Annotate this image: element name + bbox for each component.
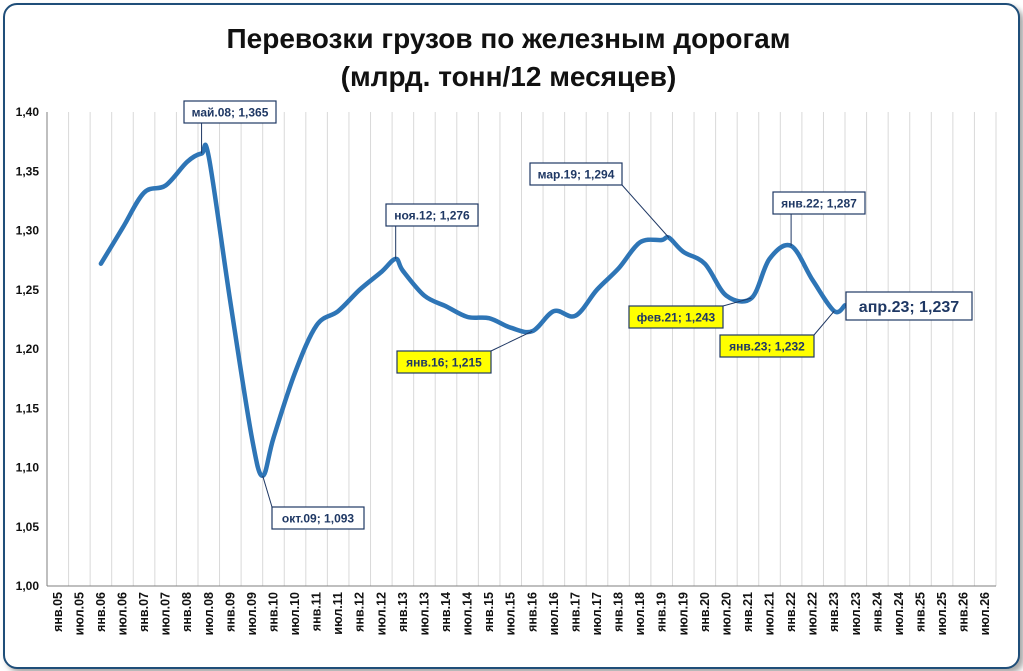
annotation-box xyxy=(628,305,724,329)
y-tick-label: 1,25 xyxy=(16,283,40,297)
x-tick-label: янв.07 xyxy=(137,592,151,632)
annotation-label: янв.16; 1,215 xyxy=(406,355,482,369)
chart-title: Перевозки грузов по железным дорогам (мл… xyxy=(0,20,1017,96)
x-tick-label: июл.06 xyxy=(115,592,129,635)
x-tick-label: июл.13 xyxy=(417,592,431,635)
series-line xyxy=(98,142,848,479)
annotations: май.08; 1,365 окт.09; 1,093 ноя.12; 1,276 я… xyxy=(183,100,973,530)
annotation-callout: ноя.12; 1,276 xyxy=(385,203,479,259)
x-tick-label: июл.26 xyxy=(978,592,992,635)
annotation-leader xyxy=(722,297,752,307)
annotation-leader xyxy=(813,310,835,336)
x-tick-label: янв.25 xyxy=(914,592,928,632)
x-tick-label: янв.05 xyxy=(51,592,65,632)
annotation-label: окт.09; 1,093 xyxy=(282,511,355,525)
x-tick-label: янв.14 xyxy=(439,592,453,632)
grid-lines xyxy=(46,112,997,586)
x-tick-label: июл.22 xyxy=(806,592,820,635)
annotation-box xyxy=(845,291,973,321)
annotation-leader xyxy=(621,184,670,238)
y-tick-label: 1,15 xyxy=(16,401,40,415)
x-tick-label: июл.16 xyxy=(547,592,561,635)
x-tick-label: янв.16 xyxy=(525,592,539,632)
x-tick-label: янв.18 xyxy=(612,592,626,632)
annotation-callout: май.08; 1,365 xyxy=(183,100,277,154)
annotation-callout: апр.23; 1,237 xyxy=(845,291,973,321)
annotation-callout: мар.19; 1,294 xyxy=(529,162,670,238)
annotation-box xyxy=(396,350,492,374)
y-tick-label: 1,05 xyxy=(16,520,40,534)
x-tick-labels: янв.05 июл.05 янв.06 июл.06 янв.07 июл.07 янв.… xyxy=(51,592,992,635)
annotation-callout: янв.16; 1,215 xyxy=(396,330,533,374)
annotation-callout: янв.23; 1,232 xyxy=(719,310,835,358)
annotation-label: фев.21; 1,243 xyxy=(637,310,716,324)
x-tick-label: июл.23 xyxy=(849,592,863,635)
x-tick-label: янв.19 xyxy=(655,592,669,632)
annotation-callout: фев.21; 1,243 xyxy=(628,297,752,329)
x-tick-label: янв.20 xyxy=(698,592,712,632)
x-tick-label: июл.08 xyxy=(202,592,216,635)
annotation-box xyxy=(271,506,365,530)
annotation-callout: янв.22; 1,287 xyxy=(772,191,866,246)
annotation-label: янв.22; 1,287 xyxy=(781,196,857,210)
y-tick-label: 1,10 xyxy=(16,461,40,475)
x-tick-label: янв.24 xyxy=(870,592,884,632)
annotation-label: май.08; 1,365 xyxy=(192,105,269,119)
annotation-callout: окт.09; 1,093 xyxy=(262,475,365,530)
x-tick-label: июл.19 xyxy=(676,592,690,635)
x-tick-label: янв.15 xyxy=(482,592,496,632)
x-tick-label: июл.09 xyxy=(245,592,259,635)
chart-frame xyxy=(3,3,1020,669)
x-tick-label: июл.07 xyxy=(159,592,173,635)
x-tick-label: янв.12 xyxy=(353,592,367,632)
x-tick-label: янв.26 xyxy=(957,592,971,632)
x-tick-label: янв.13 xyxy=(396,592,410,632)
y-tick-label: 1,20 xyxy=(16,342,40,356)
x-tick-label: янв.06 xyxy=(94,592,108,632)
x-tick-label: янв.21 xyxy=(741,592,755,632)
annotation-box xyxy=(719,334,815,358)
x-tick-label: июл.25 xyxy=(935,592,949,635)
x-tick-label: янв.10 xyxy=(266,592,280,632)
x-tick-label: янв.22 xyxy=(784,592,798,632)
x-tick-label: янв.23 xyxy=(827,592,841,632)
x-tick-label: июл.15 xyxy=(504,592,518,635)
x-tick-label: июл.10 xyxy=(288,592,302,635)
axes xyxy=(46,112,996,587)
x-tick-label: июл.18 xyxy=(633,592,647,635)
x-tick-label: янв.17 xyxy=(568,592,582,632)
chart-title-line-1: Перевозки грузов по железным дорогам xyxy=(226,23,791,54)
annotation-label: мар.19; 1,294 xyxy=(538,167,615,181)
y-tick-label: 1,30 xyxy=(16,224,40,238)
y-tick-label: 1,00 xyxy=(16,579,40,593)
annotation-leader xyxy=(490,330,533,352)
y-tick-labels: 1,00 1,05 1,10 1,15 1,20 1,25 1,30 1,35 1,40 xyxy=(16,105,40,593)
x-tick-label: июл.20 xyxy=(719,592,733,635)
annotation-box xyxy=(183,100,277,124)
y-tick-label: 1,35 xyxy=(16,164,40,178)
annotation-leader xyxy=(262,475,273,508)
x-tick-label: янв.11 xyxy=(310,592,324,631)
x-tick-label: июл.17 xyxy=(590,592,604,635)
annotation-label: апр.23; 1,237 xyxy=(859,299,959,316)
x-tick-label: июл.21 xyxy=(763,592,777,635)
annotation-label: ноя.12; 1,276 xyxy=(394,208,470,222)
x-tick-label: июл.12 xyxy=(374,592,388,635)
x-tick-label: июл.05 xyxy=(72,592,86,635)
x-tick-label: янв.08 xyxy=(180,592,194,632)
x-tick-label: июл.11 xyxy=(331,592,345,635)
annotation-box xyxy=(385,203,479,227)
annotation-box xyxy=(772,191,866,215)
annotation-label: янв.23; 1,232 xyxy=(729,339,805,353)
annotation-box xyxy=(529,162,623,186)
x-tick-label: июл.24 xyxy=(892,592,906,635)
chart-title-line-2: (млрд. тонн/12 месяцев) xyxy=(340,61,677,92)
x-tick-label: июл.14 xyxy=(461,592,475,635)
x-tick-label: янв.09 xyxy=(223,592,237,632)
y-tick-label: 1,40 xyxy=(16,105,40,119)
